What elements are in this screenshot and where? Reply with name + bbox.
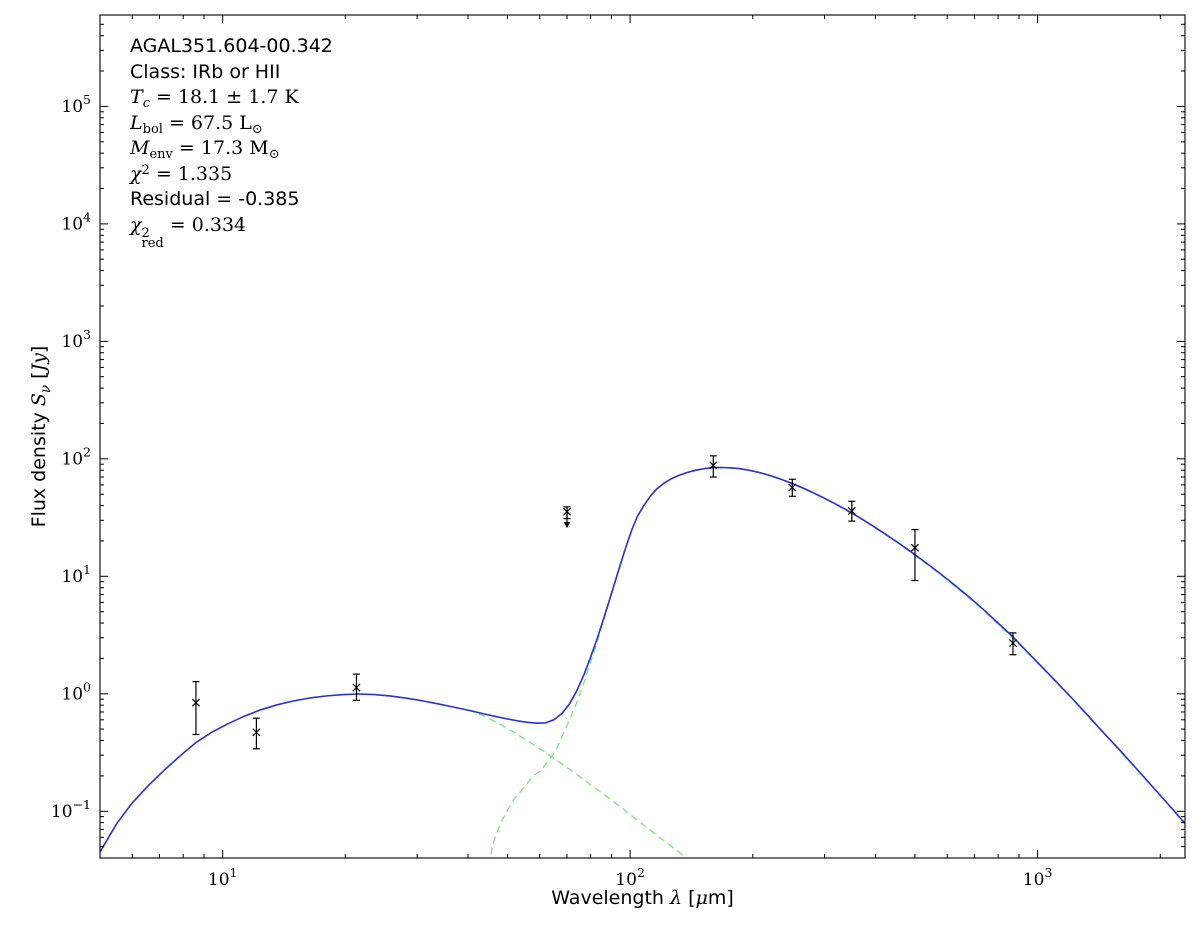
data-point bbox=[252, 717, 261, 750]
x-axis-label: Wavelength λ [μm] bbox=[551, 887, 734, 909]
x-tick-label: 101 bbox=[208, 865, 238, 890]
y-tick-label: 105 bbox=[61, 92, 91, 117]
annotation-line-2: Tc = 18.1 ± 1.7 K bbox=[130, 86, 299, 111]
annotation-line-6: Residual = -0.385 bbox=[130, 188, 300, 210]
y-tick-label: 103 bbox=[61, 327, 91, 352]
y-tick-label: 100 bbox=[61, 679, 91, 704]
data-point bbox=[847, 500, 856, 522]
upper-limit-arrow-icon bbox=[563, 511, 571, 529]
annotation-line-3: Lbol = 67.5 L⊙ bbox=[130, 111, 263, 137]
x-tick-label: 103 bbox=[1023, 865, 1053, 890]
annotation-block: AGAL351.604-00.342 Class: IRb or HII Tc = … bbox=[130, 34, 333, 251]
warm-component-curve bbox=[467, 709, 688, 858]
axis-ticks bbox=[99, 14, 1185, 859]
data-point bbox=[191, 680, 200, 736]
annotation-line-1: Class: IRb or HII bbox=[130, 60, 281, 83]
plot-frame bbox=[99, 14, 1186, 859]
sup-sub-stack: 2 red bbox=[141, 225, 164, 251]
data-point bbox=[788, 478, 797, 497]
y-tick-label: 10−1 bbox=[51, 797, 91, 822]
annotation-line-0: AGAL351.604-00.342 bbox=[130, 35, 333, 57]
data-point bbox=[1008, 632, 1017, 656]
y-tick-label: 104 bbox=[61, 209, 91, 234]
annotation-line-4: Menv = 17.3 M⊙ bbox=[130, 137, 280, 162]
data-point bbox=[709, 455, 718, 478]
y-axis-label: Flux density Sν [Jy] bbox=[28, 346, 54, 528]
tick-labels: 101 102 103 10−1 100 101 102 103 104 105 bbox=[51, 92, 1053, 890]
annotation-line-7: χ 2 red = 0.334 bbox=[130, 213, 247, 251]
data-point bbox=[352, 673, 361, 701]
x-tick-label: 102 bbox=[615, 865, 645, 890]
model-fit-curve bbox=[100, 466, 1185, 853]
y-tick-label: 101 bbox=[61, 562, 91, 587]
data-point bbox=[910, 528, 919, 582]
y-tick-label: 102 bbox=[61, 444, 91, 469]
annotation-line-5: χ2 = 1.335 bbox=[130, 162, 233, 185]
